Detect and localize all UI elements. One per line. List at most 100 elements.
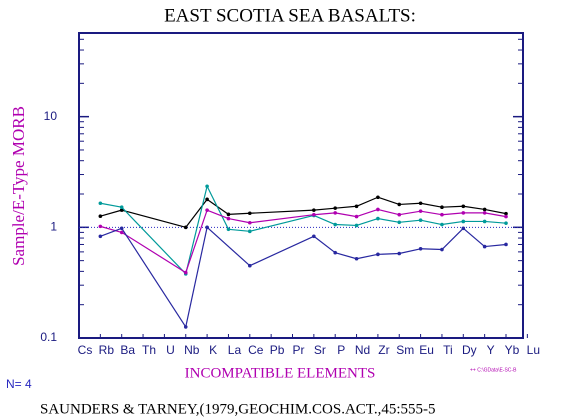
series-segment <box>228 217 250 224</box>
data-point <box>418 201 423 206</box>
data-point <box>397 212 402 217</box>
series-segment <box>484 220 507 224</box>
plot-frame <box>78 32 524 339</box>
data-point <box>98 224 103 229</box>
data-point <box>397 220 402 225</box>
x-tick-label: Eu <box>419 343 434 357</box>
series-segment <box>335 223 357 227</box>
x-tick-label: Ce <box>248 343 264 357</box>
data-point <box>482 244 487 249</box>
data-point <box>205 225 209 230</box>
data-point <box>312 208 316 212</box>
data-point <box>248 220 252 225</box>
series-segment <box>100 227 122 237</box>
data-point <box>504 242 508 247</box>
series-segment <box>100 225 122 233</box>
data-point <box>482 211 487 215</box>
data-point <box>205 197 209 202</box>
y-axis-label: Sample/E-Type MORB <box>9 106 28 266</box>
series-segment <box>185 186 208 274</box>
series-segment <box>228 212 250 215</box>
x-tick-label: P <box>337 343 345 357</box>
footer: SAUNDERS & TARNEY,(1979,GEOCHIM.COS.ACT.… <box>40 401 436 417</box>
x-tick-label: K <box>209 343 217 357</box>
data-point <box>183 225 188 230</box>
x-tick-label: Th <box>142 343 156 357</box>
series-segment <box>377 208 400 216</box>
series-segment <box>100 202 122 208</box>
data-point <box>354 204 359 209</box>
series-segment <box>356 217 379 227</box>
data-point <box>333 250 338 255</box>
data-point <box>119 226 124 231</box>
series-segment <box>185 198 208 228</box>
data-point <box>418 246 423 251</box>
y-tick-label: 0.1 <box>40 330 57 344</box>
series-segment <box>420 248 442 251</box>
series-segment <box>420 219 443 226</box>
data-point <box>98 234 103 239</box>
series-segment <box>313 214 336 226</box>
data-point <box>461 219 466 224</box>
y-tick-label: 10 <box>44 109 58 123</box>
x-tick-label: U <box>166 343 175 357</box>
data-point <box>504 214 508 219</box>
data-point <box>333 222 338 227</box>
series-segment <box>377 217 400 223</box>
series-segment <box>228 228 250 232</box>
n-label: N= 4 <box>6 377 32 391</box>
series-segment <box>399 219 421 223</box>
x-tick-label: Nb <box>184 343 200 357</box>
data-point <box>461 226 466 231</box>
data-point <box>354 214 359 219</box>
series-segment <box>313 207 336 211</box>
data-point <box>119 230 124 235</box>
x-tick-label: Lu <box>527 343 540 357</box>
data-point <box>482 219 487 224</box>
data-point <box>248 211 252 216</box>
series-segment <box>100 209 122 217</box>
series-segment <box>356 196 379 207</box>
series-segment <box>441 220 464 226</box>
data-point <box>354 256 359 261</box>
series-segment <box>420 210 443 216</box>
data-point <box>418 209 423 213</box>
series-segment <box>335 212 357 218</box>
series-segment <box>313 212 336 216</box>
series-segment <box>356 253 379 260</box>
series-segment <box>206 226 251 267</box>
series-segment <box>462 227 486 248</box>
series-segment <box>249 209 314 214</box>
data-point <box>354 223 359 228</box>
data-point <box>98 214 103 219</box>
series-segment <box>249 235 315 267</box>
data-point <box>226 227 231 232</box>
chart-title: EAST SCOTIA SEA BASALTS: <box>164 5 416 26</box>
series-segment <box>463 205 485 211</box>
series-segment <box>484 212 507 218</box>
x-tick-label: Cs <box>78 343 93 357</box>
x-tick-label: Sm <box>396 343 414 357</box>
x-tick-label: Rb <box>99 343 115 357</box>
series-segment <box>399 248 421 255</box>
series-segment <box>185 227 208 328</box>
data-point <box>205 184 209 189</box>
series-segment <box>484 243 507 248</box>
data-point <box>440 247 444 252</box>
data-point <box>312 212 316 217</box>
series-segment <box>313 235 336 254</box>
data-point <box>248 263 252 268</box>
data-point <box>312 234 316 239</box>
series-segment <box>399 202 421 206</box>
x-tick-label: Dy <box>462 343 477 357</box>
x-tick-label: Yb <box>505 343 520 357</box>
series-segment <box>441 212 464 216</box>
data-point <box>376 216 380 221</box>
series-segment <box>335 205 357 209</box>
data-point <box>418 218 423 222</box>
data-point <box>376 195 380 200</box>
series-segment <box>335 252 357 260</box>
x-tick-label: Y <box>487 343 495 357</box>
series-segment <box>121 206 187 275</box>
